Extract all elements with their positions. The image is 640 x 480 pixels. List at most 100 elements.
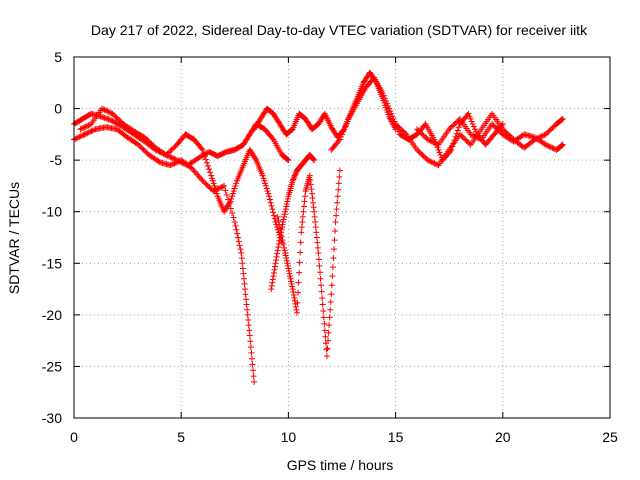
y-tick-label: -15 [42,255,62,271]
series-track-5 [274,167,343,360]
data-point [381,95,388,102]
data-point [419,131,426,138]
data-point [98,113,105,120]
data-point [229,210,236,217]
data-point [270,209,277,216]
data-point [138,144,144,151]
series-track-3 [77,105,285,246]
data-point [195,173,202,180]
data-point [281,247,288,254]
data-point [546,143,553,150]
data-point [249,361,256,368]
data-point [202,180,209,187]
data-point [72,135,79,142]
data-point [282,206,289,213]
data-point [470,123,477,130]
data-point [283,203,290,210]
data-point [292,171,299,178]
data-point [320,307,327,314]
data-point [473,128,479,135]
data-point [296,269,303,276]
data-point [540,132,546,139]
data-point [206,166,213,173]
data-point [416,128,423,135]
data-point [326,314,333,321]
x-tick-label: 15 [388,429,404,445]
data-point [301,198,308,205]
data-point [464,139,471,146]
data-point [268,286,275,293]
data-point [198,176,205,183]
data-point [77,133,84,140]
data-point [282,252,289,259]
data-point [311,157,318,164]
data-point [261,177,268,184]
data-point [415,127,422,134]
data-point [437,151,444,158]
data-point [431,139,438,146]
data-point [455,117,462,124]
data-point [274,247,281,254]
data-point [198,145,205,152]
data-point [209,175,216,182]
data-point [268,202,275,209]
data-point [200,179,207,186]
data-point [325,337,332,344]
data-point [264,188,271,195]
data-point [477,135,484,142]
data-point [81,124,88,131]
data-point [344,118,351,125]
data-point [167,153,174,160]
data-point [549,144,556,151]
data-point [285,265,292,272]
data-point [468,132,475,139]
data-point [431,160,438,167]
data-point [141,134,148,141]
data-point [168,146,175,153]
data-point [559,142,566,149]
data-point [450,122,457,129]
data-point [342,123,349,130]
data-point [101,114,108,121]
data-point [282,208,289,215]
data-point [246,327,253,334]
x-tick-label: 25 [602,429,618,445]
data-point [289,283,296,290]
data-point [231,219,238,226]
data-point [493,124,500,131]
data-point [233,180,240,187]
y-tick-label: -10 [42,204,62,220]
data-point [245,322,252,329]
data-point [434,141,441,148]
data-point [458,132,465,139]
data-point [284,195,291,202]
data-point [497,128,504,135]
data-point [206,184,213,191]
data-point [283,255,290,262]
data-point [211,182,218,189]
data-point [451,121,458,128]
data-point [260,175,267,182]
data-point [269,279,276,286]
data-point [288,278,295,285]
data-point [454,118,461,125]
data-point [420,153,427,160]
data-point [395,123,402,130]
data-point [340,128,347,135]
data-point [248,349,255,356]
data-point [104,115,111,122]
data-point [172,159,179,166]
data-point [199,177,206,184]
data-point [247,338,254,345]
y-axis-label: SDTVAR / TECUs [6,182,22,294]
data-point [333,212,340,219]
x-axis-label: GPS time / hours [287,457,394,473]
data-point [545,142,552,149]
data-point [430,139,437,146]
data-point [296,259,303,266]
data-point [213,188,220,195]
data-point [228,195,235,202]
data-point [191,168,198,175]
tick-labels: 0 5 10 15 20 25 -30 -25 -20 -15 -10 -5 0 5 [42,49,618,445]
data-point [200,150,207,157]
